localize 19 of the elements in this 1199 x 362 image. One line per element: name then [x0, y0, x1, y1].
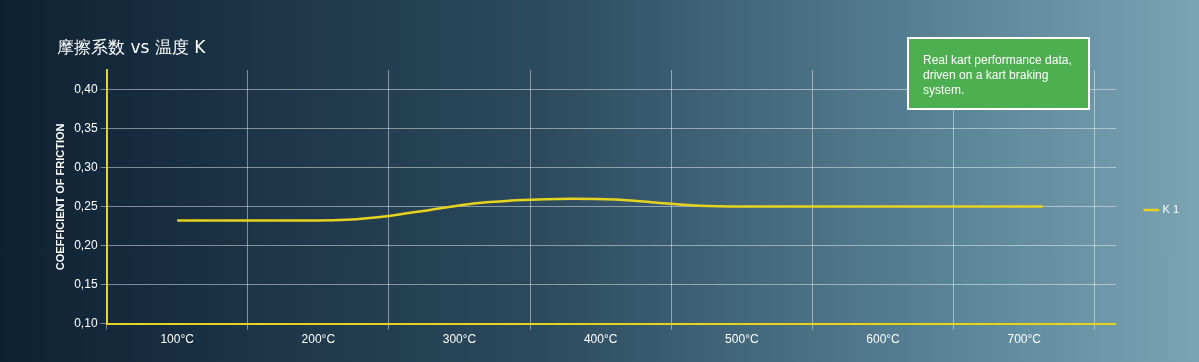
y-axis-title: COEFFICIENT OF FRICTION	[53, 123, 66, 271]
x-tick-label: 400°C	[583, 332, 618, 347]
y-tick-label: 0,40	[74, 81, 98, 96]
line-series	[175, 197, 1044, 222]
y-tick-label: 0,35	[74, 120, 98, 135]
x-tick-label: 100°C	[160, 332, 195, 347]
y-tick-label: 0,30	[74, 159, 98, 174]
x-tick-label: 200°C	[301, 332, 336, 347]
y-tick-label: 0,15	[74, 276, 98, 291]
y-tick-label: 0,10	[74, 315, 98, 330]
chart-title: 摩擦系数 vs 温度 K	[57, 36, 206, 59]
note-box: Real kart performance data, driven on a kart braking system.	[907, 37, 1090, 110]
y-tick-label: 0,25	[74, 198, 98, 213]
y-tick-label: 0,20	[74, 237, 98, 252]
x-tick-label: 500°C	[725, 332, 759, 347]
x-tick-label: 700°C	[1007, 332, 1042, 347]
x-tick-label: 600°C	[866, 332, 901, 347]
x-tick-label: 300°C	[442, 332, 477, 347]
legend-label: K 1	[1162, 203, 1179, 216]
